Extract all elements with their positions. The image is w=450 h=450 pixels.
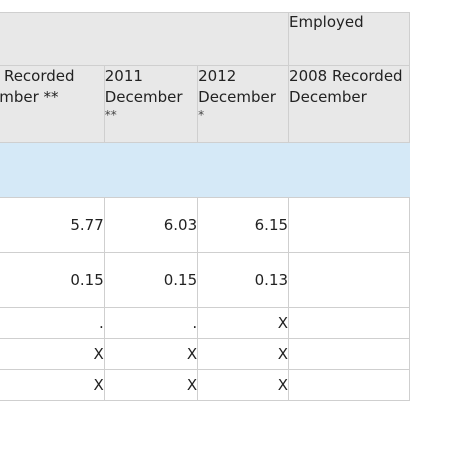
column-header-marker: *	[198, 108, 205, 122]
table-row: 5.77 6.03 6.15	[0, 197, 410, 253]
column-header-line1: 2012	[198, 67, 237, 85]
column-header-2011[interactable]: 2011 December **	[103, 65, 199, 143]
table-cell: .	[0, 307, 105, 339]
table-cell: X	[103, 369, 199, 401]
column-header-line1: 2008 Recorded	[289, 67, 403, 85]
table-cell	[288, 197, 410, 253]
table-cell: X	[0, 369, 105, 401]
table-cell: 0.13	[197, 252, 290, 308]
column-header-2012[interactable]: 2012 December *	[197, 65, 290, 143]
header-group-empty	[0, 12, 290, 66]
section-cell	[0, 142, 410, 198]
table-cell	[288, 252, 410, 308]
table-cell: X	[0, 338, 105, 370]
table-cell: 0.15	[0, 252, 105, 308]
table-cell: X	[103, 338, 199, 370]
table-row: X X X	[0, 369, 410, 401]
column-header-line2: December	[104, 88, 183, 106]
table-cell: 0.15	[103, 252, 199, 308]
table-cell: X	[197, 338, 290, 370]
table-row: . . X	[0, 307, 410, 339]
table-cell	[288, 307, 410, 339]
table-cell: X	[197, 369, 290, 401]
section-row	[0, 142, 410, 198]
table-cell: 6.15	[197, 197, 290, 253]
table-cell: 5.77	[0, 197, 105, 253]
table-cell	[288, 369, 410, 401]
column-header-2008[interactable]: 2008 Recorded December	[288, 65, 410, 143]
table-row: 0.15 0.15 0.13	[0, 252, 410, 308]
table-cell: .	[103, 307, 199, 339]
header-group-employed: Employed	[288, 12, 410, 66]
column-header-marker: **	[104, 108, 117, 122]
column-header-line1: 2011	[104, 67, 143, 85]
header-group-row: Employed	[0, 12, 410, 66]
column-header-line1: 2010 Recorded	[0, 67, 75, 85]
column-header-line2: December	[198, 88, 276, 106]
table-cell: 6.03	[103, 197, 199, 253]
column-header-2010[interactable]: 2010 Recorded December **	[0, 65, 105, 143]
column-header-line2: December **	[0, 88, 59, 106]
table-row: X X X	[0, 338, 410, 370]
column-header-line2: December	[289, 88, 367, 106]
statistics-table: Employed 2010 Recorded December ** 2011 …	[0, 12, 410, 401]
table-cell: X	[197, 307, 290, 339]
table-cell	[288, 338, 410, 370]
header-columns-row: 2010 Recorded December ** 2011 December …	[0, 65, 410, 143]
